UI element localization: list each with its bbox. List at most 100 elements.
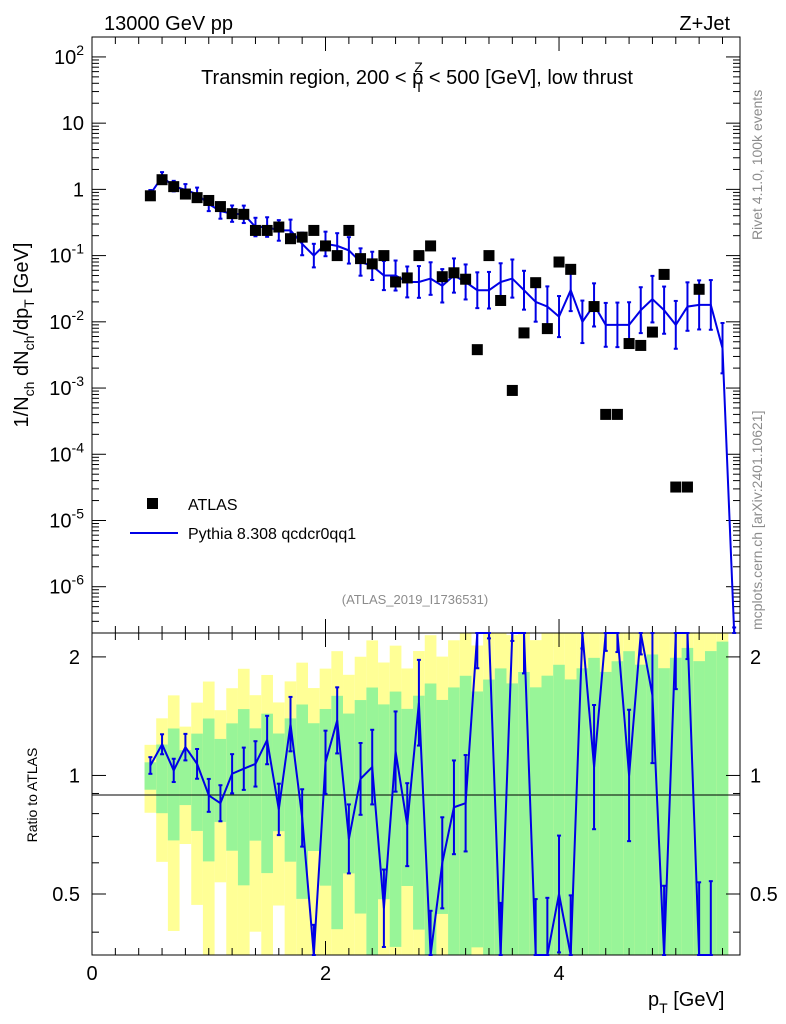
plot-title: Transmin region, 200 < pZ T < 500 [GeV], … bbox=[201, 59, 633, 95]
y-tick-label: 10-1 bbox=[49, 241, 84, 268]
mc-main-line bbox=[149, 175, 736, 634]
band-green bbox=[576, 668, 589, 955]
data-point bbox=[506, 384, 518, 396]
y-tick-label: 1 bbox=[73, 179, 84, 201]
data-point bbox=[366, 258, 378, 270]
data-point bbox=[203, 194, 215, 206]
data-point bbox=[541, 323, 553, 335]
band-green bbox=[646, 654, 659, 955]
data-point bbox=[600, 408, 612, 420]
data-point bbox=[611, 408, 623, 420]
data-point bbox=[623, 338, 635, 350]
x-axis-label: pT [GeV] bbox=[648, 989, 724, 1016]
band-green bbox=[191, 733, 203, 831]
ratio-tick-label-right: 0.5 bbox=[750, 884, 778, 906]
band-green bbox=[494, 668, 507, 955]
band-green bbox=[553, 664, 565, 955]
band-green bbox=[541, 675, 554, 955]
band-green bbox=[716, 641, 729, 955]
data-point bbox=[355, 253, 367, 265]
data-point bbox=[483, 250, 495, 262]
data-point bbox=[495, 294, 507, 306]
side-label-mcplots: mcplots.cern.ch [arXiv:2401.10621] bbox=[749, 411, 765, 630]
data-point bbox=[296, 231, 308, 243]
band-green bbox=[704, 651, 717, 955]
band-green bbox=[144, 762, 157, 790]
data-point bbox=[553, 256, 565, 268]
band-green bbox=[529, 687, 542, 955]
band-green bbox=[179, 750, 192, 806]
band-green bbox=[693, 661, 705, 955]
data-point bbox=[331, 250, 343, 262]
analysis-id: (ATLAS_2019_I1736531) bbox=[342, 592, 488, 607]
x-tick-label: 0 bbox=[86, 963, 97, 985]
main-plot-frame bbox=[91, 36, 741, 634]
ratio-tick-label-right: 1 bbox=[750, 765, 761, 787]
header-right: Z+Jet bbox=[679, 13, 730, 35]
ratio-tick-label-left: 1 bbox=[69, 765, 80, 787]
x-tick-label: 2 bbox=[320, 963, 331, 985]
band-green bbox=[331, 695, 344, 930]
data-point bbox=[308, 224, 320, 236]
band-green bbox=[424, 683, 437, 955]
x-tick-label: 4 bbox=[553, 963, 564, 985]
data-point bbox=[635, 339, 647, 351]
data-point bbox=[681, 481, 693, 493]
band-green bbox=[471, 691, 484, 948]
band-green bbox=[237, 709, 250, 886]
band-green bbox=[436, 699, 449, 914]
side-label-rivet: Rivet 4.1.0, 100k events bbox=[749, 90, 765, 240]
band-green bbox=[214, 738, 227, 822]
band-green bbox=[599, 671, 612, 955]
legend-data-label: ATLAS bbox=[188, 497, 238, 514]
band-green bbox=[308, 723, 320, 851]
data-point bbox=[436, 271, 448, 283]
legend-data-marker bbox=[147, 498, 158, 509]
band-green bbox=[669, 657, 682, 955]
ratio-tick-label-left: 0.5 bbox=[52, 884, 80, 906]
band-green bbox=[319, 708, 332, 886]
data-point bbox=[670, 481, 682, 493]
data-point bbox=[168, 181, 180, 193]
data-point bbox=[343, 224, 355, 236]
band-green bbox=[261, 713, 273, 874]
data-point bbox=[320, 240, 332, 252]
band-green bbox=[167, 728, 180, 841]
band-green bbox=[611, 661, 624, 955]
y-axis-label-ratio: Ratio to ATLAS bbox=[24, 748, 40, 843]
band-green bbox=[272, 733, 285, 832]
data-point bbox=[191, 192, 203, 204]
data-point bbox=[693, 283, 705, 295]
y-tick-label: 10-5 bbox=[49, 505, 84, 532]
band-green bbox=[518, 672, 530, 955]
mc-series-ratio bbox=[148, 632, 713, 956]
band-green bbox=[389, 691, 402, 947]
y-tick-label: 10 bbox=[62, 113, 84, 135]
data-point bbox=[284, 233, 296, 245]
band-green bbox=[634, 664, 647, 955]
y-axis-label-main: 1/Nch dNch/dpT [GeV] bbox=[11, 243, 37, 428]
legend-mc-label: Pythia 8.308 qcdcr0qq1 bbox=[188, 526, 356, 543]
data-point bbox=[460, 273, 472, 285]
data-point bbox=[658, 268, 670, 280]
band-green bbox=[378, 704, 390, 900]
data-point bbox=[261, 224, 273, 236]
data-point bbox=[448, 267, 460, 279]
data-point bbox=[530, 277, 542, 289]
data-point bbox=[425, 240, 437, 252]
atlas-data-points bbox=[144, 174, 705, 493]
band-green bbox=[413, 695, 425, 930]
data-point bbox=[565, 263, 577, 275]
data-point bbox=[226, 208, 238, 220]
y-tick-label: 102 bbox=[54, 42, 84, 69]
y-tick-label: 10-2 bbox=[49, 307, 84, 334]
band-green bbox=[681, 647, 694, 955]
ratio-tick-label-right: 2 bbox=[750, 647, 761, 669]
data-point bbox=[378, 250, 390, 262]
band-green bbox=[284, 718, 297, 862]
data-point bbox=[156, 174, 168, 186]
data-point bbox=[413, 250, 425, 262]
ratio-plot-frame bbox=[91, 632, 741, 956]
ratio-tick-label-left: 2 bbox=[69, 647, 80, 669]
band-green bbox=[564, 679, 577, 955]
